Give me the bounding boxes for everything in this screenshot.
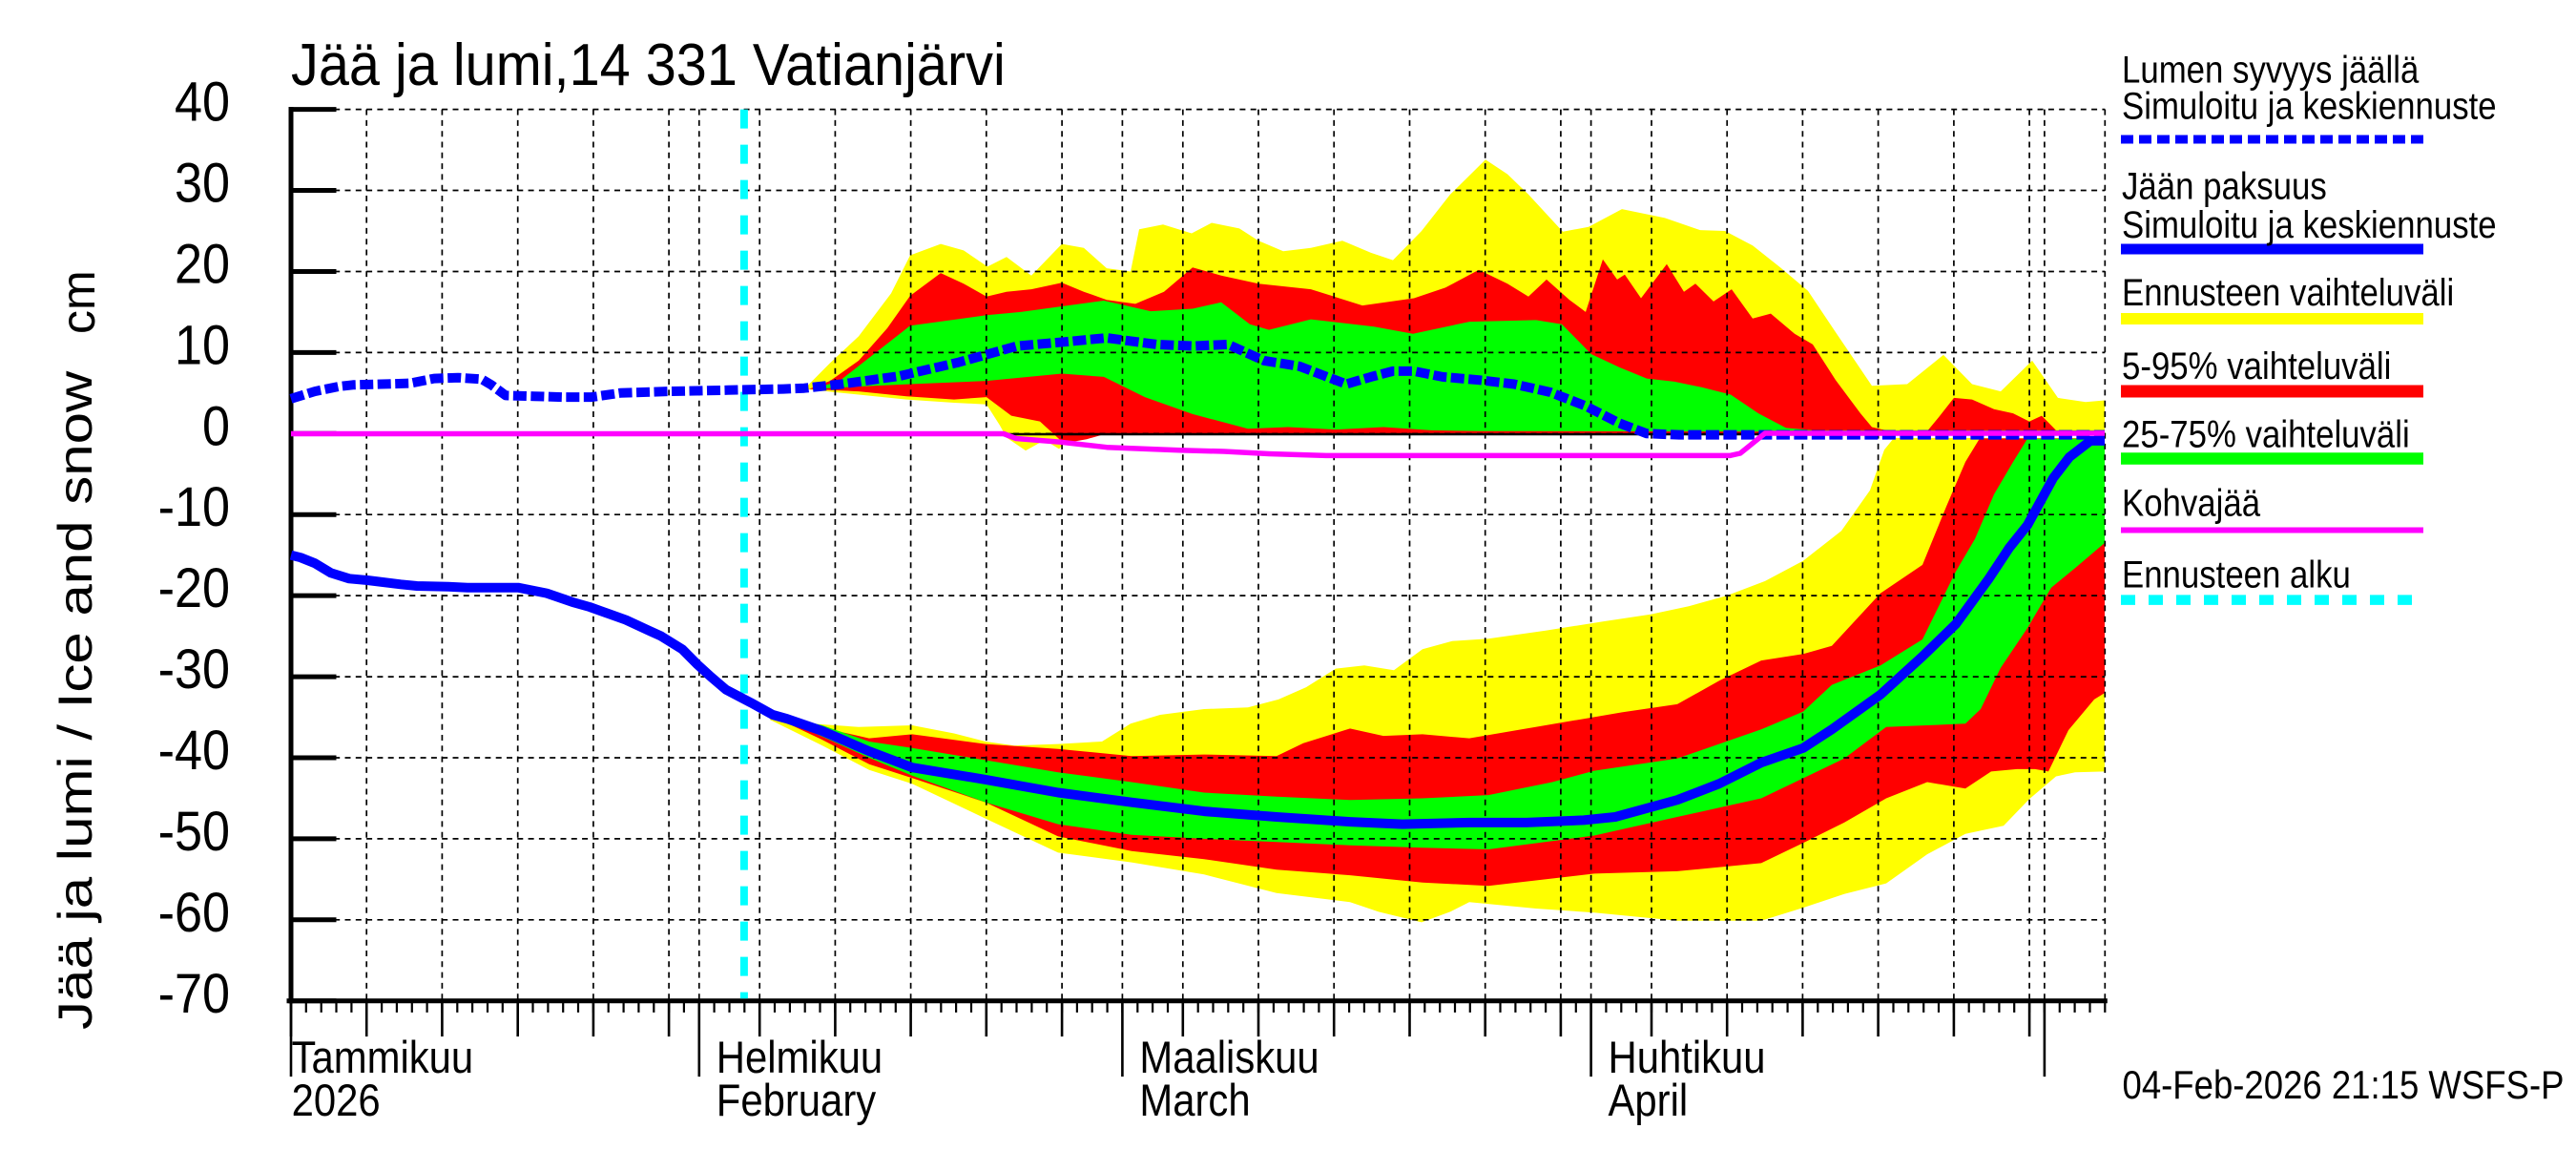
svg-text:Kohvajää: Kohvajää	[2122, 481, 2260, 524]
svg-text:Helmikuu: Helmikuu	[717, 1034, 883, 1083]
svg-text:cm: cm	[52, 270, 105, 334]
svg-text:Ennusteen alku: Ennusteen alku	[2122, 553, 2351, 596]
svg-text:April: April	[1609, 1077, 1689, 1126]
svg-text:Huhtikuu: Huhtikuu	[1609, 1034, 1766, 1083]
svg-text:-10: -10	[158, 476, 230, 538]
svg-text:Tammikuu: Tammikuu	[292, 1034, 474, 1083]
svg-text:0: 0	[202, 395, 230, 457]
svg-text:February: February	[717, 1077, 877, 1126]
svg-text:Jään paksuus: Jään paksuus	[2122, 164, 2327, 207]
svg-text:Lumen syvyys jäällä: Lumen syvyys jäällä	[2122, 48, 2419, 91]
svg-text:30: 30	[175, 152, 230, 214]
svg-text:2026: 2026	[292, 1077, 381, 1126]
svg-text:-50: -50	[158, 800, 230, 862]
svg-text:5-95% vaihteluväli: 5-95% vaihteluväli	[2122, 345, 2391, 387]
svg-text:Simuloitu ja keskiennuste: Simuloitu ja keskiennuste	[2122, 203, 2497, 246]
svg-text:20: 20	[175, 233, 230, 295]
svg-text:Jää ja lumi / Ice and snow: Jää ja lumi / Ice and snow	[49, 370, 102, 1030]
svg-text:-30: -30	[158, 638, 230, 700]
svg-text:Jää ja lumi,14 331 Vatianjärvi: Jää ja lumi,14 331 Vatianjärvi	[291, 31, 1006, 97]
svg-text:-60: -60	[158, 881, 230, 943]
svg-text:Maaliskuu: Maaliskuu	[1139, 1034, 1319, 1083]
svg-text:04-Feb-2026 21:15 WSFS-P: 04-Feb-2026 21:15 WSFS-P	[2123, 1063, 2565, 1108]
svg-text:Simuloitu ja keskiennuste: Simuloitu ja keskiennuste	[2122, 84, 2497, 127]
svg-text:-70: -70	[158, 962, 230, 1024]
svg-text:25-75% vaihteluväli: 25-75% vaihteluväli	[2122, 412, 2410, 455]
svg-text:March: March	[1139, 1077, 1250, 1126]
svg-text:40: 40	[175, 71, 230, 133]
svg-text:-40: -40	[158, 719, 230, 781]
svg-text:-20: -20	[158, 557, 230, 619]
svg-text:10: 10	[175, 314, 230, 376]
svg-text:Ennusteen vaihteluväli: Ennusteen vaihteluväli	[2122, 271, 2454, 314]
